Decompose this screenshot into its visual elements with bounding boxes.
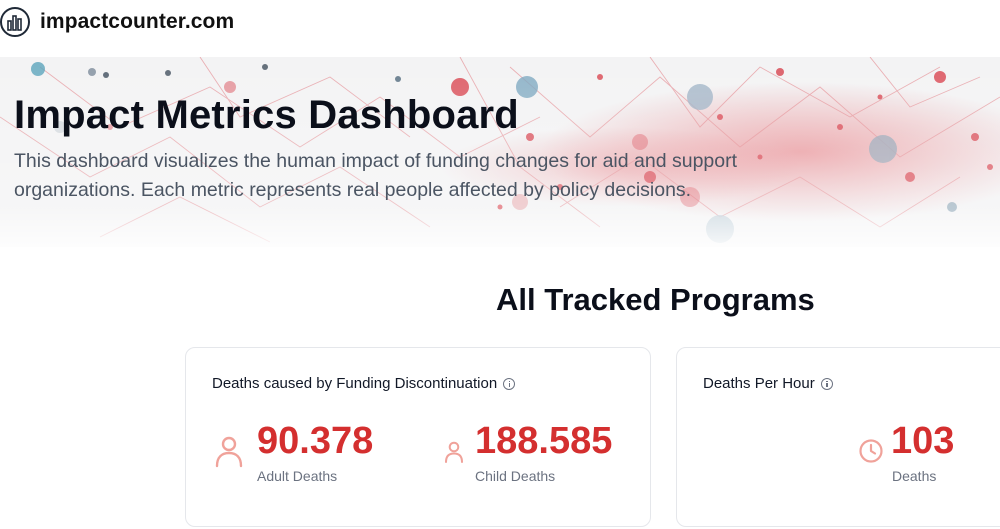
top-bar: impactcounter.com xyxy=(0,0,1000,50)
person-icon xyxy=(215,436,243,468)
site-name-link[interactable]: impactcounter.com xyxy=(40,10,235,33)
info-icon[interactable] xyxy=(820,377,833,390)
card-title: Deaths caused by Funding Discontinuation xyxy=(212,375,516,392)
child-deaths-value: 188.585 xyxy=(475,420,613,462)
deaths-per-hour-card: Deaths Per Hour 103 Deaths xyxy=(676,347,1000,527)
deaths-per-hour-value: 103 xyxy=(891,420,955,462)
adult-deaths-label: Adult Deaths xyxy=(257,468,338,484)
deaths-per-hour-label: Deaths xyxy=(892,468,937,484)
page-title: Impact Metrics Dashboard xyxy=(14,93,519,137)
page-description: This dashboard visualizes the human impa… xyxy=(14,150,738,201)
card-title-text: Deaths caused by Funding Discontinuation xyxy=(212,375,498,392)
person-small-icon xyxy=(445,441,463,463)
child-deaths-label: Child Deaths xyxy=(475,468,556,484)
hero-banner: Impact Metrics Dashboard This dashboard … xyxy=(0,57,1000,247)
network-background-illustration xyxy=(0,57,1000,247)
funding-discontinuation-card: Deaths caused by Funding Discontinuation… xyxy=(185,347,651,527)
card-title: Deaths Per Hour xyxy=(703,375,833,392)
card-title-text: Deaths Per Hour xyxy=(703,375,815,392)
adult-deaths-value: 90.378 xyxy=(257,420,374,462)
bar-chart-circle-icon[interactable] xyxy=(0,7,30,37)
info-icon[interactable] xyxy=(503,377,516,390)
section-title: All Tracked Programs xyxy=(496,282,815,317)
clock-icon xyxy=(859,439,883,463)
